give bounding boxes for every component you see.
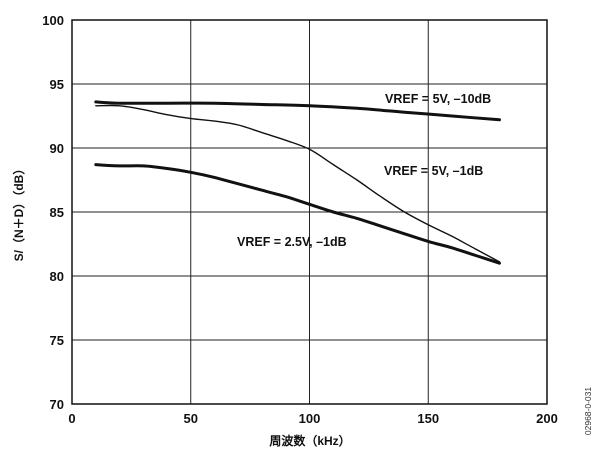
x-tick-label: 0 xyxy=(68,411,75,426)
series-label-vref-5v-10db: VREF = 5V, –10dB xyxy=(385,92,491,106)
x-tick-label: 100 xyxy=(299,411,321,426)
y-tick-labels: 70 75 80 85 90 95 100 xyxy=(42,13,64,412)
x-tick-label: 200 xyxy=(536,411,558,426)
y-axis-title: S/（N＋D）（dB） xyxy=(11,163,26,262)
series-lines xyxy=(94,100,501,265)
grid xyxy=(72,20,547,404)
x-tick-labels: 0 50 100 150 200 xyxy=(68,411,557,426)
x-tick-label: 150 xyxy=(417,411,439,426)
y-tick-label: 90 xyxy=(50,141,64,156)
y-tick-label: 85 xyxy=(50,205,64,220)
series-line-2 xyxy=(94,163,501,265)
figure-id: 02968-0-031 xyxy=(583,387,593,435)
series-line-1 xyxy=(95,104,501,263)
series-label-vref-2p5v-1db: VREF = 2.5V, –1dB xyxy=(237,235,347,249)
y-tick-label: 95 xyxy=(50,77,64,92)
x-axis-title: 周波数（kHz） xyxy=(269,433,350,448)
y-tick-label: 70 xyxy=(50,397,64,412)
series-label-vref-5v-1db: VREF = 5V, –1dB xyxy=(384,164,483,178)
plot-area xyxy=(71,19,548,405)
x-tick-label: 50 xyxy=(184,411,198,426)
y-tick-label: 80 xyxy=(50,269,64,284)
y-tick-label: 75 xyxy=(50,333,64,348)
y-tick-label: 100 xyxy=(42,13,64,28)
series-line-0 xyxy=(94,100,501,122)
